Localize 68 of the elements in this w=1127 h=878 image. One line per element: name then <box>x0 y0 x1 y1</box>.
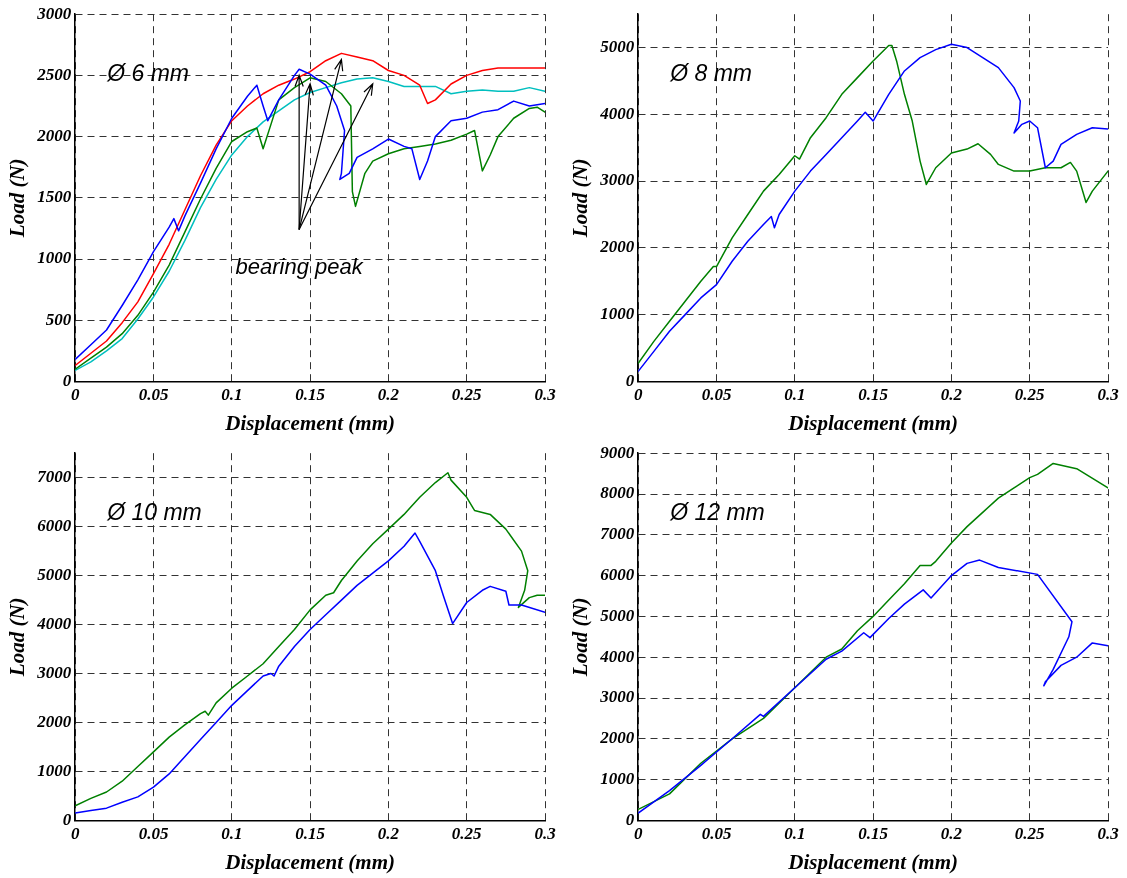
y-tick-label: 2000 <box>36 711 72 731</box>
y-tick-label: 5000 <box>600 36 635 56</box>
x-tick-label: 0.25 <box>451 384 483 404</box>
y-tick-label: 3000 <box>36 662 72 682</box>
y-tick-label: 4000 <box>599 103 635 123</box>
x-tick-label: 0.05 <box>138 384 169 404</box>
y-tick-label: 3000 <box>599 687 635 707</box>
x-tick-label: 0.05 <box>701 384 732 404</box>
y-tick-label: 5000 <box>600 605 635 625</box>
x-tick-label: 0.25 <box>1014 823 1046 843</box>
y-tick-label: 0 <box>62 370 72 390</box>
y-tick-label: 1000 <box>600 304 635 324</box>
y-tick-label: 1000 <box>37 248 72 268</box>
x-tick-label: 0.3 <box>534 384 557 404</box>
y-tick-label: 0 <box>625 370 635 390</box>
x-tick-label: 0.3 <box>1097 384 1120 404</box>
x-tick-label: 0.1 <box>221 384 243 404</box>
x-axis-title: Displacement (mm) <box>224 410 395 435</box>
text: Ø 10 mm <box>106 499 202 526</box>
y-tick-label: 1000 <box>600 768 635 788</box>
annotation: bearing peak <box>235 253 364 279</box>
text: Ø 12 mm <box>669 499 765 526</box>
x-tick-label: 0.15 <box>858 384 889 404</box>
x-tick-label: 0.05 <box>138 823 169 843</box>
x-tick-label: 0.2 <box>377 823 400 843</box>
text: Ø 6 mm <box>106 60 189 87</box>
y-tick-label: 4000 <box>599 646 635 666</box>
y-axis-title: Load (N) <box>5 597 30 678</box>
y-tick-label: 1000 <box>37 760 72 780</box>
x-tick-label: 0.1 <box>784 384 806 404</box>
y-tick-label: 4000 <box>36 613 72 633</box>
x-tick-label: 0.2 <box>377 384 400 404</box>
y-tick-label: 3000 <box>36 3 72 23</box>
y-tick-label: 9000 <box>600 442 635 462</box>
y-tick-label: 5000 <box>37 564 72 584</box>
y-tick-label: 2500 <box>36 64 72 84</box>
x-tick-label: 0.15 <box>295 384 326 404</box>
y-tick-label: 2000 <box>599 237 635 257</box>
x-tick-label: 0.05 <box>701 823 732 843</box>
x-tick-label: 0.1 <box>221 823 243 843</box>
x-tick-label: 0.15 <box>295 823 326 843</box>
y-axis-title: Load (N) <box>568 158 593 239</box>
y-tick-label: 6000 <box>37 516 72 536</box>
y-tick-label: 500 <box>45 309 72 329</box>
y-tick-label: 0 <box>625 809 635 829</box>
x-tick-label: 0.3 <box>1097 823 1120 843</box>
y-tick-label: 3000 <box>599 170 635 190</box>
y-axis-title: Load (N) <box>568 597 593 678</box>
y-tick-label: 7000 <box>600 524 635 544</box>
y-tick-label: 7000 <box>37 467 72 487</box>
text: Ø 8 mm <box>669 60 752 87</box>
y-axis-title: Load (N) <box>5 158 30 239</box>
x-axis-title: Displacement (mm) <box>224 849 395 874</box>
y-tick-label: 0 <box>62 809 72 829</box>
x-axis-title: Displacement (mm) <box>787 410 958 435</box>
x-axis-title: Displacement (mm) <box>787 849 958 874</box>
x-tick-label: 0.1 <box>784 823 806 843</box>
x-tick-label: 0.25 <box>451 823 483 843</box>
x-tick-label: 0.3 <box>534 823 557 843</box>
x-tick-label: 0.25 <box>1014 384 1046 404</box>
y-tick-label: 1500 <box>37 187 72 207</box>
x-tick-label: 0.15 <box>858 823 889 843</box>
y-tick-label: 2000 <box>36 125 72 145</box>
x-tick-label: 0.2 <box>940 823 963 843</box>
y-tick-label: 2000 <box>599 728 635 748</box>
x-tick-label: 0.2 <box>940 384 963 404</box>
y-tick-label: 6000 <box>600 564 635 584</box>
y-tick-label: 8000 <box>600 483 635 503</box>
